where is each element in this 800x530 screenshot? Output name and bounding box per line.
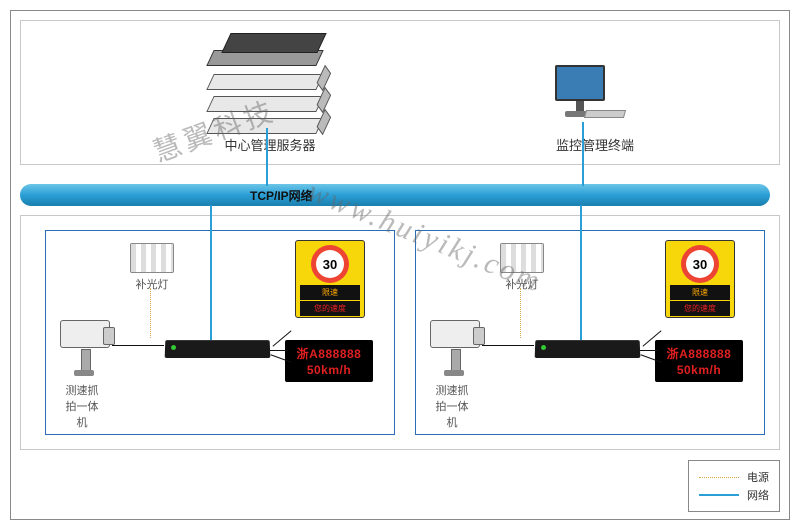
power-b [520, 288, 521, 338]
nvr-to-sign2-a [270, 350, 288, 351]
legend: 电源 网络 [688, 460, 780, 512]
power-a [150, 288, 151, 338]
nvr-icon-a [165, 340, 271, 358]
camera-base-a [74, 370, 94, 376]
camera-label-b: 测速抓 拍一体 机 [425, 382, 479, 430]
legend-power-label: 电源 [747, 469, 769, 485]
server-label: 中心管理服务器 [205, 135, 335, 154]
speed-panel-row-b: 您的速度 [670, 301, 730, 316]
legend-network: 网络 [699, 487, 769, 503]
fill-light-icon-a [130, 243, 174, 273]
plate-text-a: 浙A888888 [297, 345, 362, 362]
speed-limit-value-b: 30 [686, 250, 714, 278]
plate-speed-a: 50km/h [307, 363, 351, 377]
cam-to-nvr-b [482, 345, 534, 346]
terminal-uplink [582, 122, 584, 186]
network-backbone [20, 184, 770, 206]
speed-panel-row-a: 您的速度 [300, 301, 360, 316]
cam-to-nvr-a [112, 345, 164, 346]
nvr-to-sign2-b [640, 350, 658, 351]
terminal-label: 监控管理终端 [535, 135, 655, 154]
plate-display-a: 浙A888888 50km/h [285, 340, 373, 382]
camera-label-a: 测速抓 拍一体 机 [55, 382, 109, 430]
uplink-b [580, 205, 582, 340]
server-uplink [266, 128, 268, 186]
fill-light-label-b: 补光灯 [496, 276, 548, 292]
network-label: TCP/IP网络 [250, 187, 313, 204]
nvr-icon-b [535, 340, 641, 358]
camera-icon-b [430, 320, 480, 348]
server-icon [210, 50, 330, 130]
plate-text-b: 浙A888888 [667, 345, 732, 362]
plate-speed-b: 50km/h [677, 363, 721, 377]
uplink-a [210, 205, 212, 340]
speed-limit-value-a: 30 [316, 250, 344, 278]
camera-base-b [444, 370, 464, 376]
center-section-box [20, 20, 780, 165]
fill-light-label-a: 补光灯 [126, 276, 178, 292]
legend-power: 电源 [699, 469, 769, 485]
legend-network-label: 网络 [747, 487, 769, 503]
terminal-icon [555, 65, 605, 117]
camera-icon-a [60, 320, 110, 348]
fill-light-icon-b [500, 243, 544, 273]
plate-display-b: 浙A888888 50km/h [655, 340, 743, 382]
speed-limit-panel-b: 30 限速 您的速度 [665, 240, 735, 318]
speed-limit-panel-a: 30 限速 您的速度 [295, 240, 365, 318]
